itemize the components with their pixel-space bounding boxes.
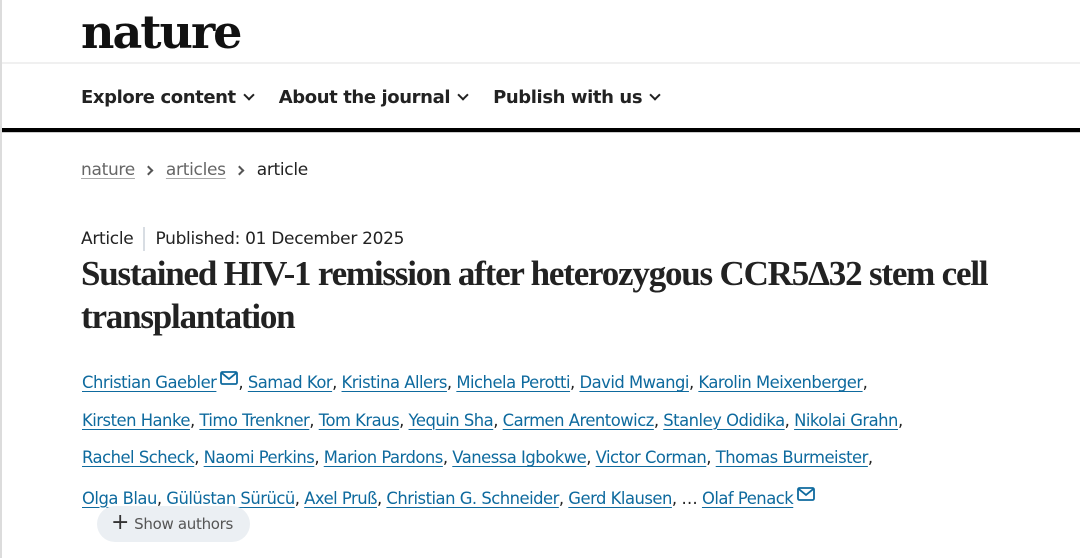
author-separator: , [688, 373, 699, 392]
author-separator: , [194, 448, 204, 467]
author-link[interactable]: Karolin Meixenberger [698, 373, 863, 392]
author-link[interactable]: Kristina Allers [341, 373, 448, 392]
author-link[interactable]: Christian Gaebler [82, 373, 217, 392]
published-date: Published: 01 December 2025 [155, 229, 405, 249]
plus-icon: + [111, 509, 130, 535]
author-link[interactable]: Gerd Klausen [568, 488, 672, 508]
author-link[interactable]: Nikolai Grahn [794, 410, 898, 430]
author-separator: , [332, 373, 342, 392]
author-link[interactable]: Kirsten Hanke [82, 410, 190, 430]
chevron-down-icon [457, 88, 469, 101]
meta-divider [143, 227, 146, 251]
article-type: Article [81, 229, 134, 249]
author-link[interactable]: Michela Perotti [456, 373, 571, 392]
author-link[interactable]: Thomas Burmeister [715, 448, 869, 467]
nav-explore-content[interactable]: Explore content [81, 86, 255, 108]
author-link[interactable]: David Mwangi [579, 373, 689, 392]
author-separator: , [897, 410, 903, 430]
article-title: Sustained HIV-1 remission after heterozy… [81, 254, 989, 336]
nav-label: Publish with us [493, 86, 643, 108]
breadcrumb: nature articles article [81, 160, 308, 180]
show-authors-label: Show authors [134, 515, 234, 533]
chevron-right-icon [234, 165, 245, 175]
author-link[interactable]: Rachel Scheck [82, 448, 195, 467]
author-separator: , [446, 373, 457, 392]
author-link[interactable]: Olaf Penack [701, 488, 794, 508]
nature-logo[interactable]: nature [81, 5, 242, 59]
author-separator: , [586, 448, 596, 467]
nav-publish-with-us[interactable]: Publish with us [493, 86, 661, 108]
main-nav: Explore content About the journal Publis… [2, 66, 1080, 128]
site-header: nature Explore content About the journal… [2, 0, 1080, 133]
author-link[interactable]: Timo Trenkner [199, 410, 310, 430]
author-link[interactable]: Olga Blau [82, 488, 157, 508]
envelope-icon[interactable] [220, 361, 239, 385]
header-divider [2, 128, 1080, 133]
author-separator: , [653, 410, 664, 430]
author-link[interactable]: Vanessa Igbokwe [452, 448, 587, 467]
breadcrumb-nature[interactable]: nature [81, 160, 135, 180]
article-meta: Article Published: 01 December 2025 [81, 227, 404, 251]
author-link[interactable]: Carmen Arentowicz [502, 410, 655, 430]
author-separator: , [784, 410, 795, 430]
author-separator: , [309, 410, 319, 430]
chevron-down-icon [243, 88, 255, 101]
nav-label: Explore content [81, 86, 236, 108]
author-separator: , [570, 373, 580, 392]
author-separator: , [706, 448, 716, 467]
author-link[interactable]: Christian G. Schneider [386, 488, 559, 508]
breadcrumb-articles[interactable]: articles [165, 160, 226, 180]
author-link[interactable]: Yequin Sha [408, 410, 494, 430]
author-link[interactable]: Victor Corman [595, 448, 707, 467]
breadcrumb-current: article [256, 160, 309, 180]
author-list: Christian Gaebler, Samad Kor, Kristina A… [82, 361, 982, 517]
author-separator: , [314, 448, 324, 467]
author-separator: , [399, 410, 409, 430]
envelope-icon[interactable] [797, 477, 816, 501]
author-separator: , [558, 488, 569, 508]
author-link[interactable]: Axel Pruß [304, 488, 377, 508]
chevron-down-icon [649, 88, 661, 101]
author-link[interactable]: Marion Pardons [323, 448, 444, 467]
show-authors-button[interactable]: + Show authors [97, 506, 251, 542]
author-separator: , [862, 373, 868, 392]
author-separator: , [671, 488, 677, 508]
author-link[interactable]: Stanley Odidika [663, 410, 785, 430]
author-separator: , [442, 448, 453, 467]
author-separator: , [867, 448, 873, 467]
author-link[interactable]: Gülüstan Sürücü [166, 488, 295, 508]
author-link[interactable]: Samad Kor [247, 373, 333, 392]
author-ellipsis: … [676, 488, 702, 508]
author-separator: , [376, 488, 387, 508]
brand-bar: nature [2, 0, 1080, 64]
author-separator: , [238, 373, 248, 392]
author-link[interactable]: Tom Kraus [318, 410, 400, 430]
nav-label: About the journal [278, 86, 451, 108]
author-link[interactable]: Naomi Perkins [203, 448, 315, 467]
chevron-right-icon [143, 165, 154, 175]
author-separator: , [493, 410, 503, 430]
author-separator: , [189, 410, 200, 430]
nav-about-the-journal[interactable]: About the journal [278, 86, 469, 108]
author-separator: , [156, 488, 167, 508]
author-separator: , [294, 488, 305, 508]
